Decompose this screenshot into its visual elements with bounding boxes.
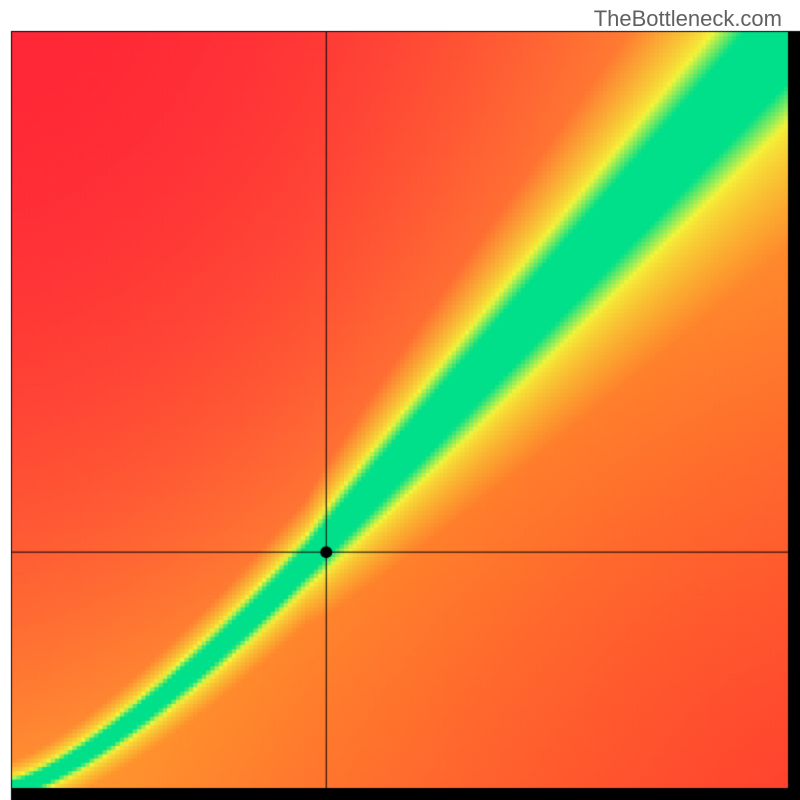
- chart-container: TheBottleneck.com: [0, 0, 800, 800]
- bottleneck-heatmap: [0, 0, 800, 800]
- watermark-text: TheBottleneck.com: [594, 6, 782, 32]
